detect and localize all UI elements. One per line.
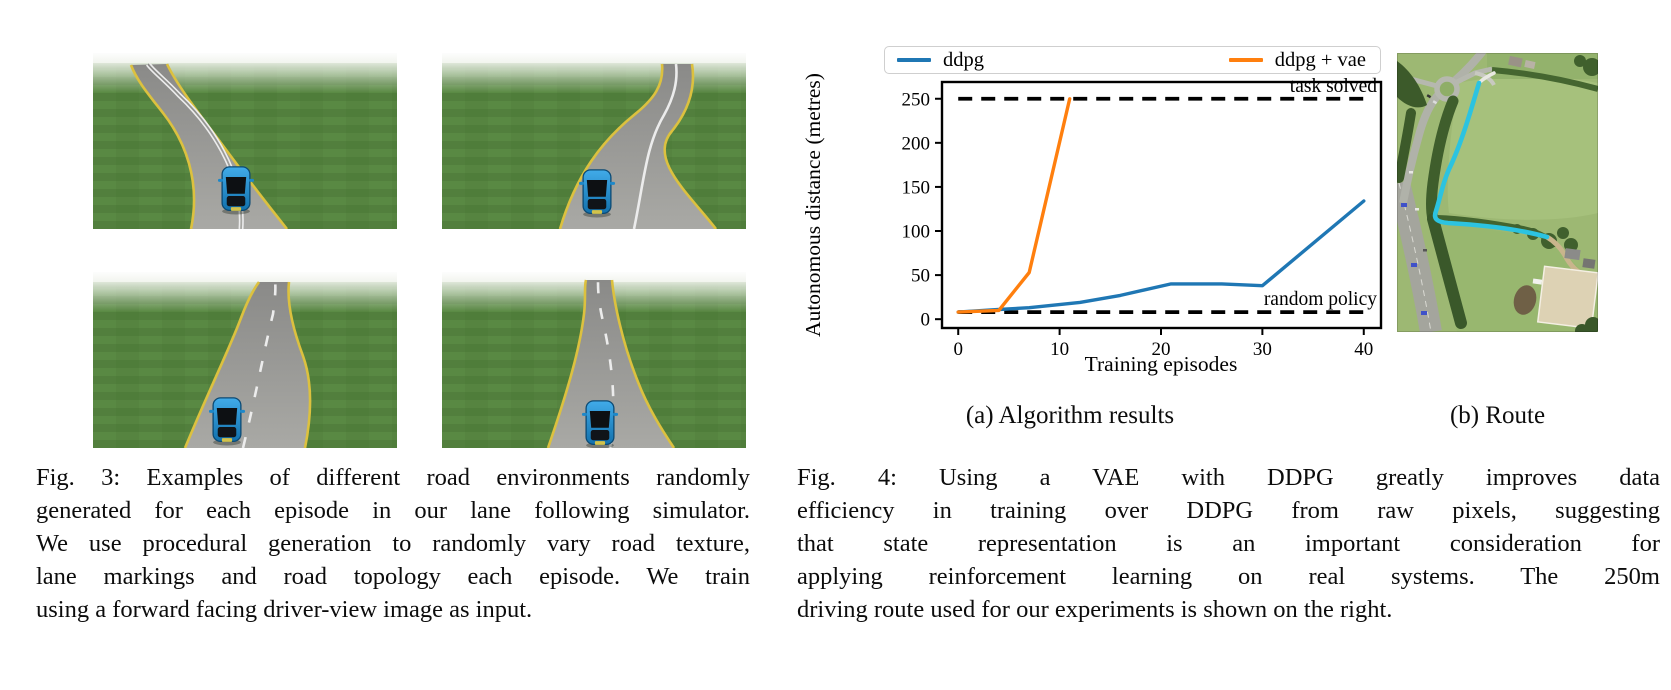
y-tick-label: 100 [902, 222, 931, 243]
fig4-caption: Fig. 4: Using a VAE with DDPG greatly im… [797, 461, 1660, 626]
car-icon [578, 169, 616, 218]
fig3-caption-line: Fig. 3: Examples of different road envir… [36, 464, 750, 491]
fig4b-subcaption: (b) Route [1449, 402, 1546, 429]
car-icon [208, 397, 246, 446]
y-tick-label: 0 [921, 310, 931, 331]
fig4a-subcaption: (a) Algorithm results [965, 402, 1175, 429]
ref-line-label: random policy [1264, 289, 1377, 310]
fig3-sim-image-2 [442, 53, 746, 229]
plot-area: task solved random policy 0 50 100 150 200 250 0… [902, 76, 1383, 360]
x-axis-label: Training episodes [1085, 352, 1238, 376]
fig3-caption-line: lane markings and road topology each epi… [36, 563, 750, 590]
fig4-caption-line: driving route used for our experiments i… [797, 596, 1393, 623]
car-icon [581, 400, 619, 448]
plot-border [940, 80, 1383, 330]
fig3-sim-image-3 [93, 272, 397, 448]
y-tick-label: 50 [911, 266, 930, 287]
ddpg-vae-line-swatch [1228, 58, 1263, 62]
fig4b-route-image [1397, 53, 1598, 332]
building [1508, 55, 1523, 68]
roundabout [1434, 76, 1460, 102]
ddpg-line-swatch [897, 58, 931, 62]
series-line-ddpg-+-vae [956, 97, 1072, 314]
legend-entry-ddpg-vae: ddpg + vae [1228, 48, 1366, 72]
trees [1397, 61, 1427, 108]
fig3-caption-line: generated for each episode in our lane f… [36, 497, 750, 524]
car-icon [217, 166, 255, 215]
x-tick-label: 0 [953, 339, 963, 360]
fig3-caption: Fig. 3: Examples of different road envir… [36, 461, 750, 626]
fig3-caption-line: We use procedural generation to randomly… [36, 530, 750, 557]
vehicle [1532, 278, 1543, 285]
route-path [1432, 80, 1550, 240]
y-tick-label: 250 [902, 89, 931, 110]
fig4-caption-line: Fig. 4: Using a VAE with DDPG greatly im… [797, 464, 1660, 491]
x-tick-label: 40 [1354, 339, 1373, 360]
series-line-ddpg [956, 199, 1366, 314]
vehicle [1409, 171, 1413, 174]
main-road [1399, 53, 1487, 204]
legend-entry-ddpg: ddpg [897, 49, 984, 72]
x-tick-label: 10 [1050, 339, 1069, 360]
ddpg-legend-label: ddpg [943, 48, 984, 71]
fig4-caption-line: that state representation is an importan… [797, 530, 1660, 557]
y-axis-label: Autonomous distance (metres) [801, 73, 825, 337]
fig3-sim-image-1 [93, 53, 397, 229]
fig3-sim-image-4 [442, 272, 746, 448]
x-tick-label: 30 [1253, 339, 1272, 360]
y-tick-label: 150 [902, 177, 931, 198]
fig4a-line-chart: Autonomous distance (metres) task solved… [800, 30, 1390, 376]
chart-canvas: Autonomous distance (metres) task solved… [801, 73, 1383, 376]
road-sign [1401, 203, 1407, 207]
building [1564, 248, 1581, 261]
chart-legend: ddpg ddpg + vae [884, 46, 1381, 74]
fig4-caption-line: efficiency in training over DDPG from ra… [797, 497, 1660, 524]
y-tick-label: 200 [902, 133, 931, 154]
x-tick-label: 20 [1151, 339, 1170, 360]
sand-arena [1536, 265, 1598, 330]
ddpg-vae-legend-label: ddpg + vae [1274, 48, 1366, 71]
fig4-caption-line: applying reinforcement learning on real … [797, 563, 1660, 590]
fig3-caption-line: using a forward facing driver-view image… [36, 596, 533, 623]
ref-line-label: task solved [1290, 76, 1377, 97]
dirt-patch [1513, 285, 1537, 315]
